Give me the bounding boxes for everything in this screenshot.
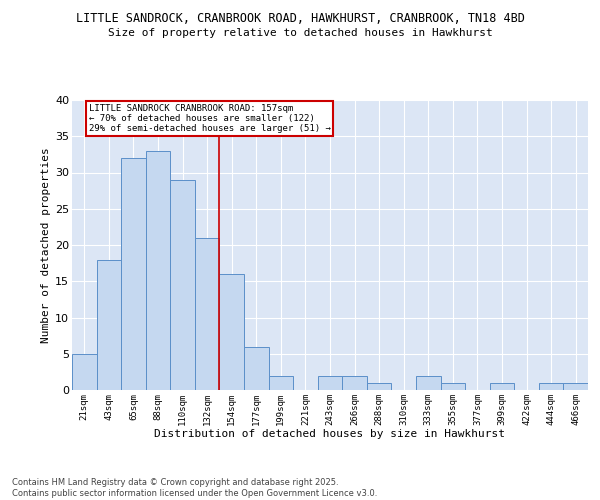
Bar <box>416 376 440 390</box>
Bar <box>490 383 514 390</box>
Bar <box>367 383 391 390</box>
Bar <box>440 383 465 390</box>
Bar <box>342 376 367 390</box>
Bar <box>539 383 563 390</box>
Text: LITTLE SANDROCK CRANBROOK ROAD: 157sqm
← 70% of detached houses are smaller (122: LITTLE SANDROCK CRANBROOK ROAD: 157sqm ←… <box>89 104 331 134</box>
Y-axis label: Number of detached properties: Number of detached properties <box>41 147 51 343</box>
Bar <box>318 376 342 390</box>
Bar <box>170 180 195 390</box>
Bar <box>244 346 269 390</box>
Bar <box>97 260 121 390</box>
Bar <box>121 158 146 390</box>
Text: Size of property relative to detached houses in Hawkhurst: Size of property relative to detached ho… <box>107 28 493 38</box>
Bar <box>269 376 293 390</box>
Bar <box>146 151 170 390</box>
Bar <box>72 354 97 390</box>
Text: Contains HM Land Registry data © Crown copyright and database right 2025.
Contai: Contains HM Land Registry data © Crown c… <box>12 478 377 498</box>
Bar <box>220 274 244 390</box>
Text: LITTLE SANDROCK, CRANBROOK ROAD, HAWKHURST, CRANBROOK, TN18 4BD: LITTLE SANDROCK, CRANBROOK ROAD, HAWKHUR… <box>76 12 524 26</box>
X-axis label: Distribution of detached houses by size in Hawkhurst: Distribution of detached houses by size … <box>155 429 505 439</box>
Bar <box>563 383 588 390</box>
Bar <box>195 238 220 390</box>
